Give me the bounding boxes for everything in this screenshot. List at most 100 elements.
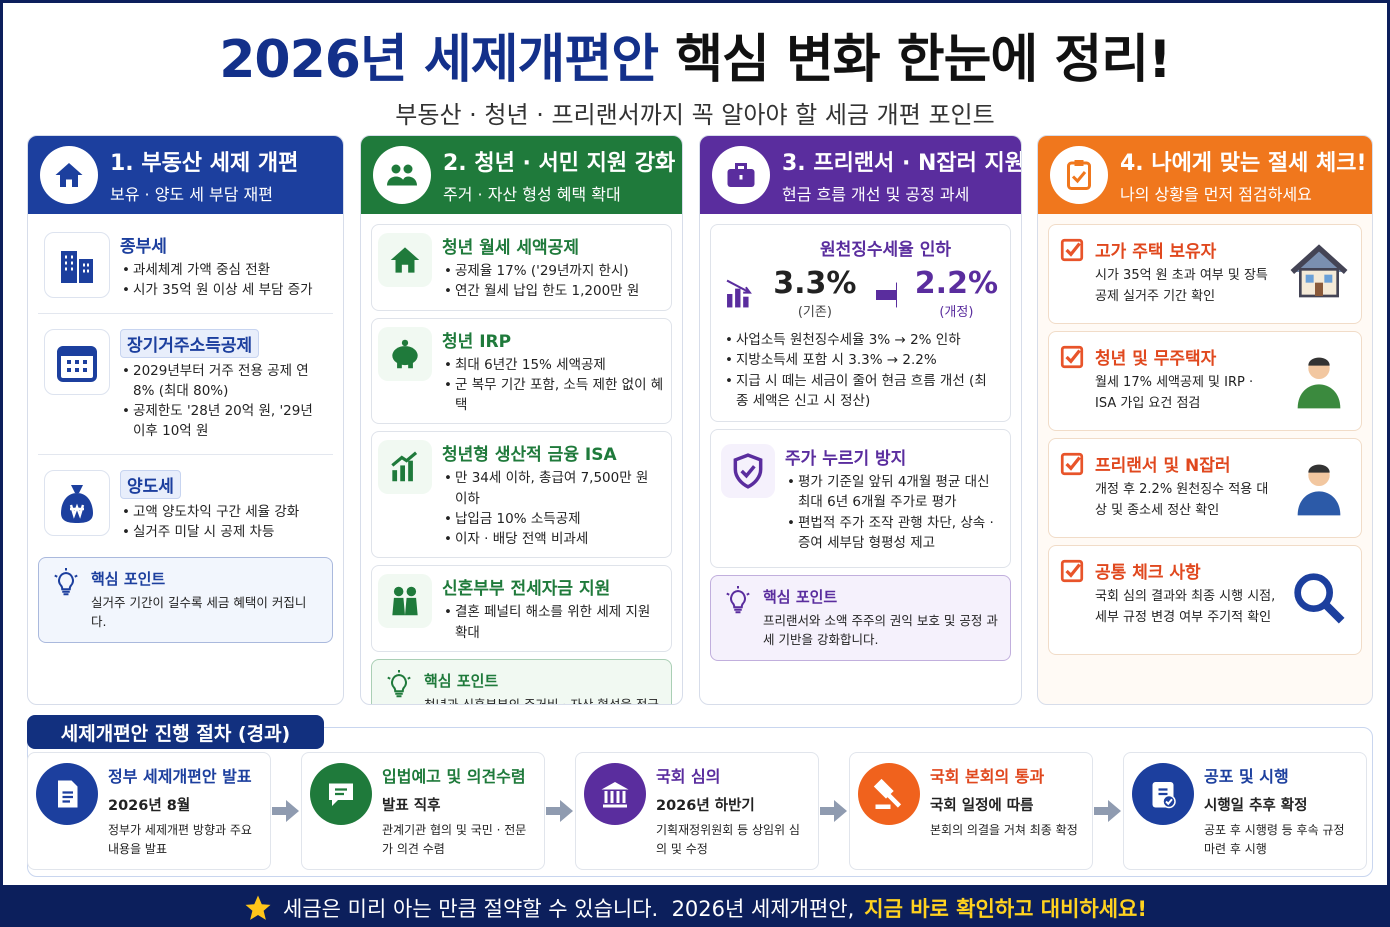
item-text: 청년형 생산적 금융 ISA만 34세 이하, 총급여 7,500만 원 이하납… — [442, 440, 665, 549]
step-text: 입법예고 및 의견수렴 발표 직후 관계기관 협의 및 국민 · 전문가 의견 수렴 — [382, 763, 536, 859]
icon-shape — [1294, 573, 1333, 612]
icon-shape — [601, 782, 629, 790]
column-title: 1. 부동산 세제 개편 — [110, 151, 299, 176]
icon-shape — [743, 296, 749, 308]
column-header-text: 4. 나에게 맞는 절세 체크! 나의 상황을 먼저 점검하세요 — [1120, 145, 1367, 205]
check-text: 프리랜서 및 N잡러 개정 후 2.2% 원천징수 적용 대상 및 종소세 정산 … — [1095, 451, 1277, 525]
icon-circle — [712, 146, 770, 204]
process-step: 국회 본회의 통과 국회 일정에 따름 본회의 의결을 거쳐 최종 확정 — [849, 752, 1093, 870]
column-title: 2. 청년 · 서민 지원 강화 — [443, 151, 676, 176]
icon-shape — [406, 587, 417, 597]
check-illustration — [1287, 347, 1351, 415]
heading-text: 청년 월세 세액공제 — [442, 238, 579, 258]
check-card: 공통 체크 사항 국회 심의 결과와 최종 시행 시점, 세부 규정 변경 여부 … — [1048, 545, 1362, 655]
step-title: 정부 세제개편안 발표 — [108, 767, 252, 786]
icon — [1290, 244, 1348, 298]
icon — [392, 339, 418, 368]
column-header: 2. 청년 · 서민 지원 강화 주거 · 자산 형성 혜택 확대 — [361, 136, 682, 214]
item-text: 청년 월세 세액공제공제율 17% ('29년까지 한시)연간 월세 납입 한도… — [442, 233, 639, 302]
icon-shape — [408, 460, 413, 482]
step-when: 2026년 하반기 — [656, 798, 755, 814]
icon — [733, 453, 763, 489]
check-body: 개정 후 2.2% 원천징수 적용 대상 및 종소세 정산 확인 — [1095, 482, 1269, 518]
check-text: 청년 및 무주택자 월세 17% 세액공제 및 IRP · ISA 가입 요건 점… — [1095, 344, 1277, 418]
process-step: 정부 세제개편안 발표 2026년 8월 정부가 세제개편 방향과 주요 내용을 발… — [27, 752, 271, 870]
icon-shape — [1165, 798, 1173, 806]
item-icon — [44, 469, 110, 536]
icon-shape — [1060, 345, 1084, 369]
item-card: 신혼부부 전세자금 지원결혼 페널티 해소를 위한 세제 지원 확대 — [371, 565, 672, 652]
item-icon — [378, 440, 432, 495]
icon — [1060, 345, 1084, 369]
step-when: 발표 직후 — [382, 798, 441, 814]
item-card: 주가 누르기 방지평가 기준일 앞뒤 4개월 평균 대신 최대 6년 6개월 주… — [710, 429, 1011, 568]
bullet: 실거주 미달 시 공제 차등 — [120, 522, 299, 543]
rate-bullets: 사업소득 원천징수세율 3% → 2% 인하지방소득세 포함 시 3.3% → … — [723, 330, 998, 411]
check-card: 프리랜서 및 N잡러 개정 후 2.2% 원천징수 적용 대상 및 종소세 정산 … — [1048, 438, 1362, 538]
key-point-body: 프리랜서와 소액 주주의 권익 보호 및 공정 과세 기반을 강화합니다. — [763, 613, 998, 648]
icon-shape — [546, 800, 573, 822]
bullet: 최대 6년간 15% 세액공제 — [442, 355, 665, 376]
bullet-list: 고액 양도차익 구간 세율 강화실거주 미달 시 공제 차등 — [120, 502, 299, 543]
icon-shape — [1290, 244, 1348, 274]
icon-shape — [726, 279, 752, 294]
column-body: 종부세과세체계 가액 중심 전환시가 35억 원 이상 세 부담 증가장기거주소… — [28, 214, 343, 653]
bullet-list: 결혼 페널티 해소를 위한 세제 지원 확대 — [442, 602, 665, 643]
subtitle: 부동산 · 청년 · 프리랜서까지 꼭 알아야 할 세금 개편 포인트 — [395, 101, 995, 129]
column-subtitle: 현금 흐름 개선 및 공정 과세 — [782, 185, 970, 204]
icon-shape — [58, 571, 74, 591]
icon-shape — [1071, 171, 1087, 184]
icon-shape — [55, 163, 83, 187]
icon-wrap — [51, 568, 81, 602]
key-point-body: 청년과 신혼부부의 주거비 · 자산 형성을 적극 지원합니다. — [424, 696, 659, 705]
icon — [726, 279, 752, 308]
item-icon — [44, 232, 110, 298]
icon-shape — [1094, 800, 1121, 822]
bullet: 고액 양도차익 구간 세율 강화 — [120, 502, 299, 523]
icon — [61, 251, 93, 283]
bullet-list: 평가 기준일 앞뒤 4개월 평균 대신 최대 6년 6개월 주가로 평가편법적 … — [785, 472, 1000, 553]
step-arrow — [546, 800, 573, 822]
column-body: 원천징수세율 인하 3.3% (기존) 2.2% (개정) 사업소득 원천징수세율 3% … — [700, 214, 1021, 671]
rate-heading: 원천징수세율 인하 — [819, 240, 952, 260]
icon — [1067, 160, 1091, 190]
footer-highlight: 지금 바로 확인하고 대비하세요! — [864, 896, 1147, 921]
bullet-list: 만 34세 이하, 총급여 7,500만 원 이하납입금 10% 소득공제이자 … — [442, 468, 665, 549]
icon — [58, 780, 78, 808]
check-icon — [1059, 344, 1085, 418]
icon-shape — [1324, 274, 1333, 283]
item-icon — [721, 444, 775, 498]
icon — [726, 586, 750, 614]
item: 양도세고액 양도차익 구간 세율 강화실거주 미달 시 공제 차등 — [38, 462, 333, 551]
step-desc: 공포 후 시행령 등 후속 규정 마련 후 시행 — [1204, 823, 1345, 857]
step-title: 입법예고 및 의견수렴 — [382, 767, 526, 786]
item-icon — [378, 233, 432, 287]
icon-shape — [393, 587, 404, 597]
icon-shape — [408, 361, 413, 368]
icon-shape — [739, 175, 743, 180]
key-point: 핵심 포인트 실거주 기간이 길수록 세금 혜택이 커집니다. — [38, 557, 333, 643]
check-body: 시가 35억 원 초과 여부 및 장특공제 실거주 기간 확인 — [1095, 268, 1268, 304]
icon-shape — [335, 788, 347, 796]
bullet: 2029년부터 거주 전용 공제 연 8% (최대 80%) — [120, 361, 327, 402]
icon-shape — [59, 347, 95, 356]
column-title: 3. 프리랜서 · N잡러 지원 — [782, 151, 1022, 176]
bullet: 공제율 17% ('29년까지 한시) — [442, 261, 639, 282]
bullet: 결혼 페널티 해소를 위한 세제 지원 확대 — [442, 602, 665, 643]
icon — [390, 247, 420, 273]
step-arrow — [1094, 800, 1121, 822]
icon — [1294, 573, 1345, 624]
column-title: 4. 나에게 맞는 절세 체크! — [1120, 151, 1367, 176]
bullet: 과세체계 가액 중심 전환 — [120, 260, 313, 281]
bullet: 공제한도 '28년 20억 원, '29년 이후 10억 원 — [120, 401, 327, 442]
icon-shape — [1065, 349, 1081, 364]
step-text: 국회 본회의 통과 국회 일정에 따름 본회의 의결을 거쳐 최종 확정 — [930, 763, 1078, 859]
step-when: 2026년 8월 — [108, 798, 191, 814]
bullet: 시가 35억 원 이상 세 부담 증가 — [120, 280, 313, 301]
icon — [391, 451, 418, 482]
